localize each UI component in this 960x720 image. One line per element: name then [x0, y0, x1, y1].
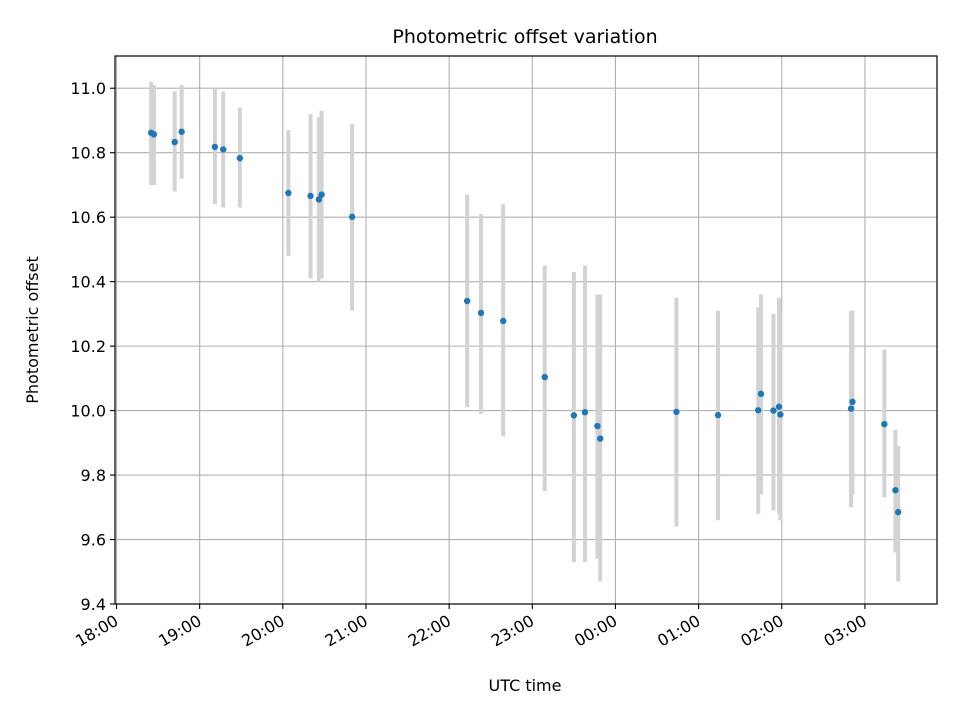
data-point	[315, 196, 323, 203]
data-point	[770, 407, 777, 414]
data-point	[348, 213, 356, 221]
y-tick-label: 10.0	[70, 402, 106, 421]
data-point	[892, 487, 899, 494]
y-tick-label: 11.0	[70, 79, 106, 98]
data-point	[499, 317, 507, 325]
chart-title: Photometric offset variation	[392, 26, 657, 48]
data-point	[463, 297, 471, 305]
data-point	[755, 407, 762, 414]
data-point	[570, 412, 578, 419]
data-point	[894, 508, 902, 516]
data-point	[847, 405, 855, 412]
y-axis-ticks: 9.4 9.6 9.8 10.0 10.2 10.4 10.6 10.8 11.0	[70, 79, 115, 614]
data-point	[777, 411, 784, 418]
y-tick-label: 10.8	[70, 144, 106, 163]
data-points	[147, 128, 902, 516]
data-point	[757, 390, 765, 398]
data-point	[477, 309, 485, 317]
data-point	[171, 138, 178, 146]
data-point	[597, 435, 604, 442]
y-tick-label: 10.6	[70, 208, 106, 227]
x-tick-label: 19:00	[155, 611, 204, 651]
x-axis-title: UTC time	[489, 676, 562, 695]
y-tick-label: 9.4	[81, 595, 106, 614]
data-point	[775, 403, 783, 410]
data-point	[285, 189, 292, 197]
y-tick-label: 10.2	[70, 337, 106, 356]
x-tick-label: 23:00	[488, 611, 537, 651]
x-tick-label: 01:00	[654, 611, 703, 651]
data-point	[594, 422, 601, 430]
data-point	[714, 411, 722, 419]
data-point	[211, 143, 219, 151]
x-tick-label: 18:00	[72, 611, 121, 651]
y-tick-label: 10.4	[70, 273, 106, 292]
data-point	[673, 408, 680, 416]
x-tick-label: 00:00	[571, 611, 620, 651]
data-point	[150, 131, 158, 138]
data-point	[236, 154, 244, 162]
data-point	[318, 191, 325, 198]
data-point	[581, 409, 589, 416]
y-tick-label: 9.6	[81, 531, 106, 550]
data-point	[178, 128, 185, 135]
data-point	[881, 420, 888, 428]
data-point	[849, 398, 856, 406]
x-tick-label: 20:00	[238, 611, 287, 651]
plot-area-frame	[114, 55, 938, 605]
y-tick-label: 9.8	[81, 466, 106, 485]
error-bars	[149, 81, 901, 582]
y-axis-title: Photometric offset	[23, 256, 42, 404]
data-point	[307, 192, 314, 200]
data-point	[220, 146, 227, 153]
data-point	[541, 373, 548, 381]
x-tick-label: 21:00	[322, 611, 371, 651]
x-tick-label: 22:00	[405, 611, 454, 651]
x-tick-label: 02:00	[737, 611, 786, 651]
x-tick-label: 03:00	[820, 611, 869, 651]
x-axis-ticks: 18:00 19:00 20:00 21:00 22:00 23:00 00:00 01:00…	[72, 604, 870, 651]
